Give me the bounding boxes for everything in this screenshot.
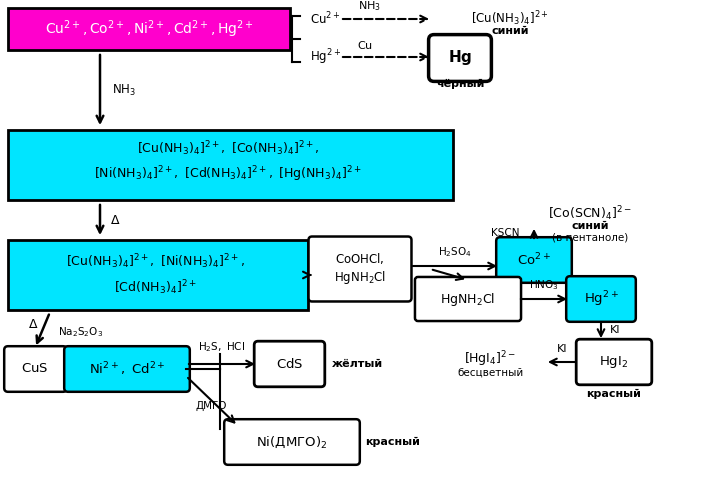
Text: KI: KI bbox=[556, 344, 567, 354]
Text: $\mathrm{[Ni(NH_3)_4]^{2+},\ [Cd(NH_3)_4]^{2+},\ [Hg(NH_3)_4]^{2+}}$: $\mathrm{[Ni(NH_3)_4]^{2+},\ [Cd(NH_3)_4… bbox=[94, 164, 362, 184]
Text: $\mathrm{HNO_3}$: $\mathrm{HNO_3}$ bbox=[529, 278, 559, 292]
Text: $\mathrm{Hg^{2+}}$: $\mathrm{Hg^{2+}}$ bbox=[310, 47, 341, 67]
Text: KI: KI bbox=[610, 325, 621, 335]
Text: $\mathrm{[Cu(NH_3)_4]^{2+},\ [Co(NH_3)_4]^{2+}},$: $\mathrm{[Cu(NH_3)_4]^{2+},\ [Co(NH_3)_4… bbox=[136, 140, 320, 159]
Text: $\Delta$: $\Delta$ bbox=[110, 213, 120, 227]
Text: $\mathrm{Co^{2+}}$: $\mathrm{Co^{2+}}$ bbox=[517, 252, 551, 268]
FancyBboxPatch shape bbox=[308, 237, 411, 301]
Text: $\mathrm{HgNH_2Cl}$: $\mathrm{HgNH_2Cl}$ bbox=[334, 270, 386, 287]
Text: $\mathrm{Na_2S_2O_3}$: $\mathrm{Na_2S_2O_3}$ bbox=[58, 325, 103, 339]
Text: $\mathrm{[Cu(NH_3)_4]^{2+},\ [Ni(NH_3)_4]^{2+}},$: $\mathrm{[Cu(NH_3)_4]^{2+},\ [Ni(NH_3)_4… bbox=[66, 252, 245, 271]
Text: $\mathrm{[Cu(NH_3)_4]^{2+}}$: $\mathrm{[Cu(NH_3)_4]^{2+}}$ bbox=[471, 10, 549, 28]
Text: Ni(ДМГО)$_2$: Ni(ДМГО)$_2$ bbox=[257, 434, 327, 450]
FancyBboxPatch shape bbox=[255, 341, 325, 387]
FancyBboxPatch shape bbox=[576, 339, 652, 385]
Text: жёлтый: жёлтый bbox=[332, 359, 383, 369]
Text: $\mathrm{CdS}$: $\mathrm{CdS}$ bbox=[276, 357, 303, 371]
Text: $\mathrm{HgNH_2Cl}$: $\mathrm{HgNH_2Cl}$ bbox=[440, 290, 496, 307]
Text: $\mathrm{[HgI_4]^{2-}}$: $\mathrm{[HgI_4]^{2-}}$ bbox=[464, 349, 516, 369]
FancyBboxPatch shape bbox=[224, 419, 360, 465]
Text: $\mathrm{NH_3}$: $\mathrm{NH_3}$ bbox=[112, 82, 136, 97]
Text: красный: красный bbox=[587, 389, 641, 399]
Text: $\mathrm{CoOHCl,}$: $\mathrm{CoOHCl,}$ bbox=[335, 250, 385, 265]
FancyBboxPatch shape bbox=[428, 35, 491, 82]
Text: KSCN: KSCN bbox=[491, 228, 520, 238]
Text: $\mathrm{Cu^{2+}}$: $\mathrm{Cu^{2+}}$ bbox=[310, 11, 341, 27]
Text: красный: красный bbox=[365, 437, 420, 447]
Text: $\mathrm{Ni^{2+},\ Cd^{2+}}$: $\mathrm{Ni^{2+},\ Cd^{2+}}$ bbox=[88, 360, 165, 378]
Text: $\mathbf{Hg}$: $\mathbf{Hg}$ bbox=[448, 48, 472, 68]
Text: $\mathrm{[Co(SCN)_4]^{2-}}$: $\mathrm{[Co(SCN)_4]^{2-}}$ bbox=[548, 205, 632, 223]
Text: бесцветный: бесцветный bbox=[457, 368, 523, 378]
Text: $\mathrm{H_2S,\ HCl}$: $\mathrm{H_2S,\ HCl}$ bbox=[199, 340, 245, 354]
Text: $\mathrm{NH_3}$: $\mathrm{NH_3}$ bbox=[358, 0, 382, 13]
Text: $\mathrm{Hg^{2+}}$: $\mathrm{Hg^{2+}}$ bbox=[583, 289, 619, 309]
Text: $\Delta$: $\Delta$ bbox=[28, 318, 38, 330]
FancyBboxPatch shape bbox=[415, 277, 521, 321]
Text: $\mathrm{CuS}$: $\mathrm{CuS}$ bbox=[21, 363, 49, 375]
FancyBboxPatch shape bbox=[496, 237, 572, 283]
Text: (в пентаноле): (в пентаноле) bbox=[552, 232, 628, 242]
Text: $\mathrm{HgI_2}$: $\mathrm{HgI_2}$ bbox=[600, 354, 629, 370]
Text: синий: синий bbox=[491, 26, 529, 36]
FancyBboxPatch shape bbox=[8, 240, 308, 310]
Text: синий: синий bbox=[571, 221, 609, 231]
Text: $\mathrm{Cu}$: $\mathrm{Cu}$ bbox=[357, 39, 373, 51]
FancyBboxPatch shape bbox=[8, 130, 453, 200]
Text: $\mathrm{H_2SO_4}$: $\mathrm{H_2SO_4}$ bbox=[438, 245, 472, 259]
Text: чёрный: чёрный bbox=[436, 79, 484, 89]
FancyBboxPatch shape bbox=[64, 346, 189, 392]
Text: $\mathrm{Cu^{2+}, Co^{2+}, Ni^{2+}, Cd^{2+}, Hg^{2+}}$: $\mathrm{Cu^{2+}, Co^{2+}, Ni^{2+}, Cd^{… bbox=[45, 18, 253, 40]
FancyBboxPatch shape bbox=[4, 346, 66, 392]
FancyBboxPatch shape bbox=[8, 8, 290, 50]
Text: $\mathrm{[Cd(NH_3)_4]^{2+}}$: $\mathrm{[Cd(NH_3)_4]^{2+}}$ bbox=[114, 279, 197, 297]
Text: ДМГО: ДМГО bbox=[196, 401, 228, 411]
FancyBboxPatch shape bbox=[566, 276, 636, 322]
